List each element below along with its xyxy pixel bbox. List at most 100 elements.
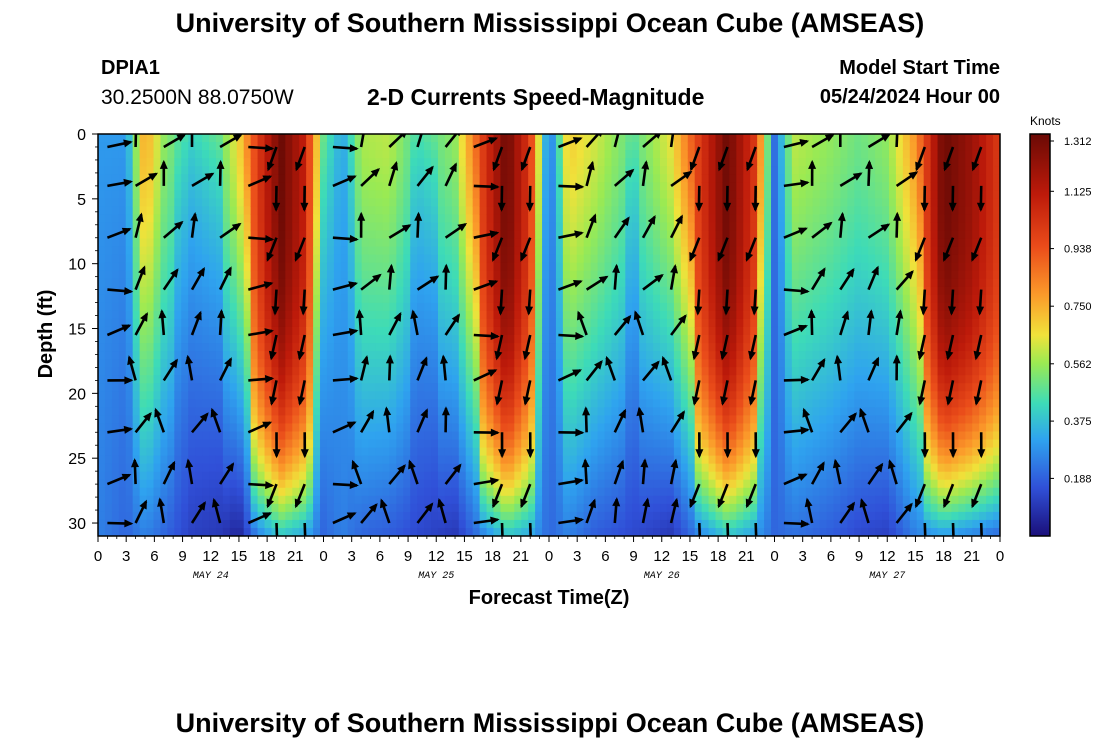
heatmap-cell: [750, 439, 758, 449]
heatmap-cell: [340, 230, 349, 240]
heatmap-cell: [458, 487, 467, 497]
heatmap-cell: [500, 479, 508, 489]
heatmap-cell: [666, 310, 675, 320]
heatmap-cell: [222, 318, 231, 328]
heatmap-cell: [229, 479, 238, 489]
heatmap-cell: [313, 150, 321, 159]
heatmap-cell: [320, 246, 328, 256]
heatmap-cell: [257, 367, 266, 376]
heatmap-cell: [160, 519, 168, 529]
heatmap-cell: [784, 439, 793, 449]
heatmap-cell: [757, 479, 765, 489]
heatmap-cell: [98, 375, 106, 384]
heatmap-cell: [202, 182, 210, 191]
heatmap-cell: [167, 206, 175, 215]
heatmap-cell: [354, 206, 363, 215]
heatmap-cell: [320, 375, 328, 384]
heatmap-cell: [125, 310, 134, 320]
heatmap-cell: [458, 391, 467, 400]
heatmap-cell: [285, 399, 293, 408]
heatmap-cell: [666, 367, 675, 376]
heatmap-cell: [257, 166, 266, 175]
heatmap-cell: [257, 286, 266, 296]
heatmap-cell: [583, 431, 592, 441]
heatmap-cell: [347, 351, 356, 360]
heatmap-cell: [209, 270, 217, 280]
heatmap-cell: [549, 439, 557, 449]
heatmap-cell: [653, 198, 661, 207]
heatmap-cell: [777, 230, 786, 240]
heatmap-cell: [687, 238, 696, 248]
heatmap-cell: [354, 230, 363, 240]
heatmap-cell: [271, 206, 279, 215]
heatmap-cell: [278, 198, 286, 207]
heatmap-cell: [632, 335, 640, 344]
heatmap-cell: [382, 351, 391, 360]
heatmap-cell: [257, 206, 266, 215]
heatmap-cell: [465, 174, 474, 183]
heatmap-cell: [444, 471, 453, 481]
heatmap-cell: [326, 367, 335, 376]
heatmap-cell: [604, 495, 613, 505]
heatmap-cell: [257, 495, 266, 505]
heatmap-cell: [181, 222, 189, 232]
heatmap-cell: [118, 222, 127, 232]
heatmap-cell: [313, 407, 321, 416]
heatmap-cell: [354, 142, 363, 151]
heatmap-cell: [736, 286, 744, 296]
heatmap-cell: [188, 286, 196, 296]
heatmap-cell: [202, 222, 210, 232]
heatmap-cell: [104, 150, 113, 159]
heatmap-cell: [222, 166, 231, 175]
heatmap-cell: [708, 230, 717, 240]
heatmap-cell: [514, 262, 522, 272]
heatmap-cell: [306, 375, 314, 384]
heatmap-cell: [403, 439, 411, 449]
heatmap-cell: [680, 270, 689, 280]
heatmap-cell: [646, 455, 654, 465]
heatmap-cell: [666, 479, 675, 489]
heatmap-cell: [736, 455, 744, 465]
heatmap-cell: [320, 134, 328, 143]
heatmap-cell: [569, 415, 578, 425]
heatmap-cell: [320, 527, 328, 536]
heatmap-cell: [437, 294, 446, 304]
heatmap-cell: [590, 399, 599, 408]
heatmap-cell: [542, 198, 550, 207]
heatmap-cell: [424, 190, 432, 199]
heatmap-cell: [250, 463, 259, 473]
heatmap-cell: [250, 310, 259, 320]
heatmap-cell: [368, 519, 377, 529]
heatmap-cell: [722, 439, 730, 449]
heatmap-cell: [236, 326, 245, 336]
heatmap-cell: [160, 343, 168, 352]
heatmap-cell: [320, 182, 328, 191]
heatmap-cell: [680, 134, 689, 143]
heatmap-cell: [514, 447, 522, 457]
heatmap-cell: [285, 302, 293, 312]
heatmap-cell: [118, 511, 127, 521]
heatmap-cell: [777, 206, 786, 215]
heatmap-cell: [562, 302, 571, 312]
heatmap-cell: [507, 294, 515, 304]
heatmap-cell: [771, 302, 779, 312]
heatmap-cell: [729, 246, 737, 256]
heatmap-cell: [618, 439, 626, 449]
heatmap-cell: [625, 238, 633, 248]
heatmap-cell: [431, 174, 439, 183]
heatmap-cell: [583, 190, 592, 199]
heatmap-cell: [313, 310, 321, 320]
heatmap-cell: [375, 134, 384, 143]
heatmap-cell: [757, 375, 765, 384]
heatmap-cell: [382, 375, 391, 384]
heatmap-cell: [576, 415, 585, 425]
heatmap-cell: [160, 302, 168, 312]
heatmap-cell: [354, 375, 363, 384]
heatmap-cell: [639, 335, 647, 344]
heatmap-cell: [618, 206, 626, 215]
heatmap-cell: [465, 142, 474, 151]
heatmap-cell: [132, 439, 141, 449]
heatmap-cell: [653, 142, 661, 151]
heatmap-cell: [653, 238, 661, 248]
heatmap-cell: [618, 310, 626, 320]
